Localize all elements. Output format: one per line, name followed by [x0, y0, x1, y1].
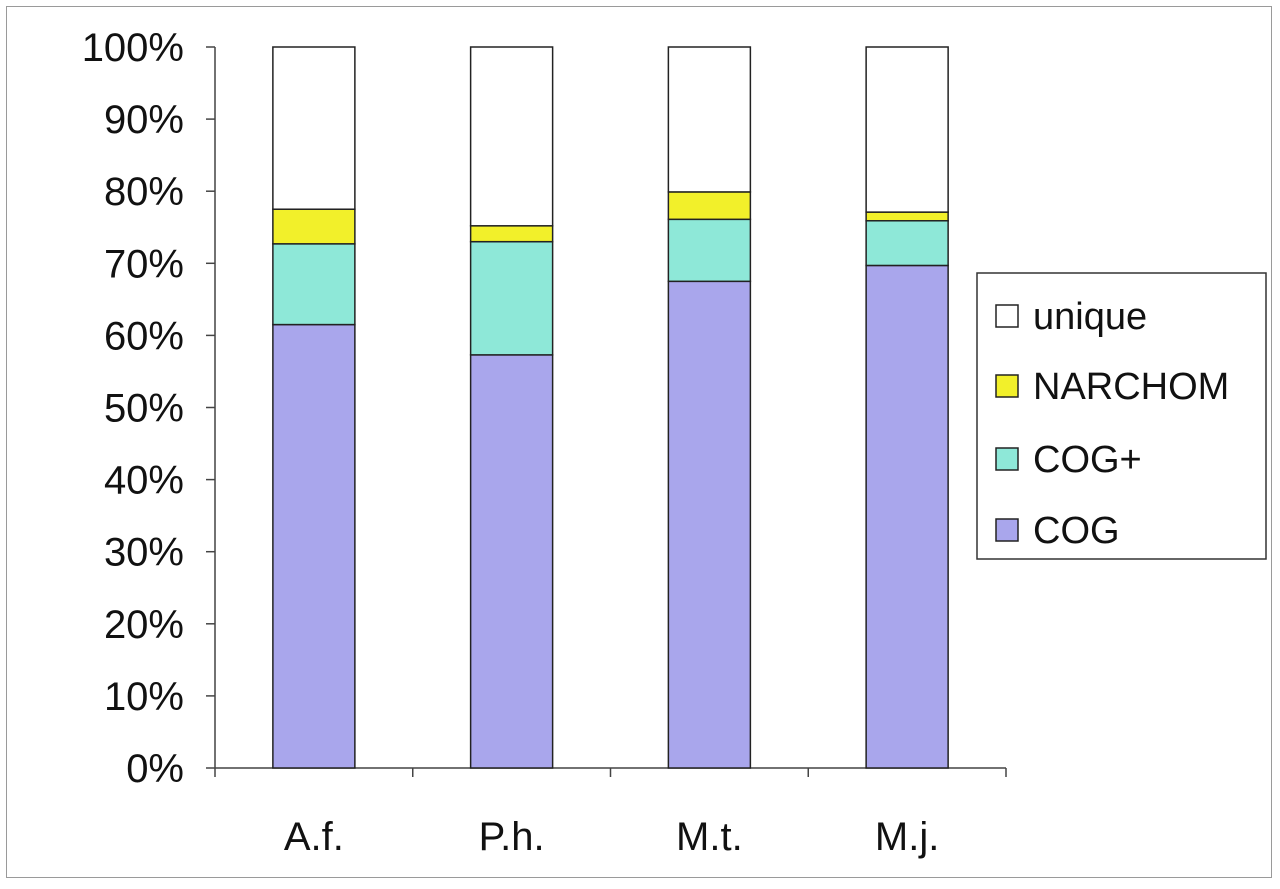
legend-box [976, 272, 1267, 560]
bar-segment-unique [469, 46, 554, 227]
y-tick-label: 10% [104, 675, 184, 719]
y-tick-label: 70% [104, 242, 184, 286]
y-tick-label: 20% [104, 603, 184, 647]
x-category-label: M.t. [676, 815, 743, 859]
legend: unique NARCHOM COG+ COG [976, 272, 1267, 560]
bar-segment-cog- [272, 243, 356, 326]
y-tick-label: 30% [104, 531, 184, 575]
y-tick-label: 80% [104, 170, 184, 214]
y-tick-label: 90% [104, 98, 184, 142]
legend-label: NARCHOM [1033, 366, 1229, 408]
bar-segment-cog- [469, 240, 554, 356]
legend-swatch-unique [995, 304, 1019, 328]
bar-segment-unique [667, 46, 752, 193]
bar-segment-cog- [865, 220, 949, 267]
legend-swatch-cog- [995, 447, 1019, 471]
bar-segment-cog [667, 280, 752, 769]
bar-segment-cog [469, 354, 554, 769]
bar-segment-narchom [865, 211, 949, 222]
x-category-label: A.f. [284, 815, 344, 859]
bar-segment-cog [272, 323, 356, 769]
bar-segment-unique [272, 46, 356, 210]
legend-swatch-narchom [995, 374, 1019, 398]
bar-segment-narchom [469, 225, 554, 243]
y-tick-label: 0% [126, 747, 184, 791]
bar-segment-cog [865, 264, 949, 769]
legend-label: COG [1033, 510, 1120, 552]
chart-frame [6, 6, 1272, 878]
legend-label: COG+ [1033, 439, 1142, 481]
axis-layer: 0% 10% 20% 30% 40% 50% 60% 70% 80% 90% 100% A.f. P.h… [82, 26, 1007, 859]
y-tick-label: 50% [104, 387, 184, 431]
legend-swatch-cog [995, 518, 1019, 542]
bar-layer [272, 46, 949, 769]
y-tick-label: 100% [82, 26, 184, 70]
legend-label: unique [1033, 296, 1147, 338]
x-category-label: P.h. [479, 815, 545, 859]
x-category-label: M.j. [875, 815, 939, 859]
bar-segment-narchom [272, 208, 356, 245]
y-tick-label: 40% [104, 459, 184, 503]
y-tick-label: 60% [104, 314, 184, 358]
bar-segment-narchom [667, 191, 752, 221]
bar-segment-cog- [667, 218, 752, 283]
bar-segment-unique [865, 46, 949, 213]
